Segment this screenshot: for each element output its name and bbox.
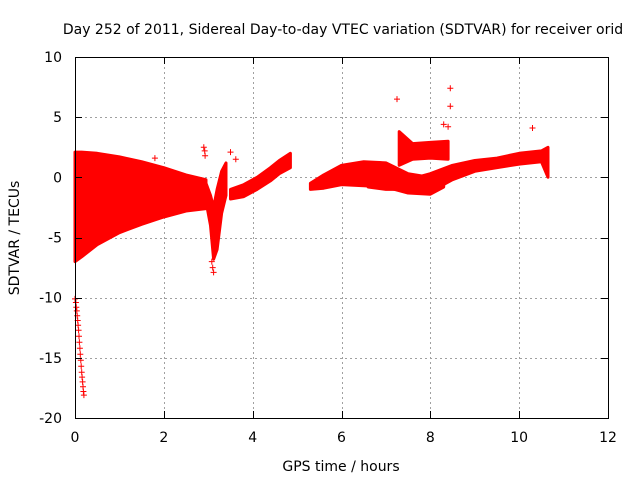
- data-point: [76, 333, 82, 340]
- x-tick-label: 8: [426, 430, 435, 446]
- chart-title: Day 252 of 2011, Sidereal Day-to-day VTE…: [63, 22, 623, 38]
- x-axis-label: GPS time / hours: [282, 459, 399, 475]
- x-tick-label: 2: [159, 430, 168, 446]
- data-point: [76, 339, 83, 346]
- data-band: [73, 150, 208, 264]
- y-tick-label: 0: [53, 170, 62, 186]
- data-point: [202, 152, 209, 159]
- y-tick-label: 10: [44, 50, 62, 66]
- ticks: [75, 57, 609, 419]
- y-tick-label: -5: [48, 231, 62, 247]
- y-axis-label: SDTVAR / TECUs: [7, 181, 23, 296]
- data-point: [447, 103, 454, 110]
- data-point: [440, 121, 447, 128]
- data-point: [77, 351, 84, 358]
- data-point: [210, 269, 217, 276]
- x-tick-label: 12: [599, 430, 617, 446]
- data-point: [151, 155, 158, 162]
- data-band: [204, 161, 228, 261]
- data-band: [366, 145, 550, 194]
- data-band: [397, 130, 450, 167]
- data-point: [208, 258, 215, 265]
- y-tick-label: -20: [39, 411, 62, 427]
- data-band: [229, 151, 292, 201]
- data-bands: [73, 130, 550, 264]
- data-point: [447, 85, 454, 92]
- tick-labels: 0 2 4 6 8 10 12 -20 -15 -10 -5 0 5 10: [39, 50, 617, 446]
- data-points: [72, 85, 536, 399]
- data-point: [232, 156, 239, 163]
- data-point: [227, 149, 234, 156]
- data-point: [200, 144, 207, 151]
- x-tick-label: 10: [510, 430, 528, 446]
- x-tick-label: 6: [337, 430, 346, 446]
- y-tick-label: -15: [39, 351, 62, 367]
- x-tick-label: 4: [248, 430, 257, 446]
- grid: [75, 57, 608, 418]
- y-tick-label: -10: [39, 291, 62, 307]
- data-point: [394, 96, 400, 103]
- data-point: [76, 345, 83, 352]
- data-point: [529, 125, 536, 131]
- y-tick-label: 5: [53, 110, 62, 126]
- data-point: [80, 392, 87, 399]
- data-point: [209, 264, 216, 271]
- data-point: [75, 327, 82, 334]
- data-point: [445, 123, 452, 130]
- x-tick-label: 0: [71, 430, 80, 446]
- data-point: [78, 363, 85, 370]
